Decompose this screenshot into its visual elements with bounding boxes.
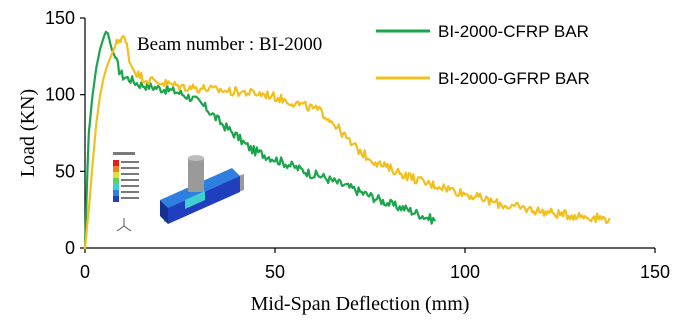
inset-colorbar-band (113, 160, 119, 166)
inset-colorbar-band (113, 184, 119, 190)
inset-colorbar-label (121, 161, 139, 163)
inset-caption (113, 152, 135, 155)
inset-colorbar-label (121, 179, 139, 181)
x-tick-label: 150 (640, 262, 670, 282)
inset-beam-stress (185, 191, 205, 209)
x-tick-label: 50 (265, 262, 285, 282)
series-line-2 (83, 35, 611, 250)
legend-label-2: BI-2000-GFRP BAR (438, 69, 590, 88)
legend-group: BI-2000-CFRP BAR BI-2000-GFRP BAR (376, 22, 590, 88)
y-tick-label: 150 (45, 8, 75, 28)
inset-colorbar-label (121, 191, 139, 193)
inset-triad-z (123, 225, 132, 232)
inset-colorbar-label (121, 173, 139, 175)
inset-colorbar-label (121, 185, 139, 187)
x-tick-label: 0 (80, 262, 90, 282)
series-group (83, 30, 611, 250)
beam-model-thumbnail-icon (113, 152, 244, 232)
annotation-group: Beam number : BI-2000 (137, 34, 322, 55)
inset-colorbar-label (121, 167, 139, 169)
inset-colorbar-band (113, 166, 119, 172)
y-axis-title: Load (KN) (17, 89, 39, 177)
ticks-group: 0 50 100 150 0 50 100 150 Mid-Span Deflection (m… (17, 8, 670, 315)
inset-colorbar-band (113, 172, 119, 178)
inset-colorbar-band (113, 190, 119, 196)
inset-triad-x (116, 225, 125, 232)
legend-label-1: BI-2000-CFRP BAR (438, 22, 589, 41)
inset-colorbar-band (113, 178, 119, 184)
beam-number-annotation: Beam number : BI-2000 (137, 34, 322, 55)
inset-colorbar-band (113, 196, 119, 202)
inset-colorbar-label (121, 197, 139, 199)
inset-load-cylinder (188, 158, 204, 192)
x-tick-label: 100 (450, 262, 480, 282)
y-tick-label: 50 (55, 161, 75, 181)
axes-group (84, 18, 655, 249)
y-tick-label: 0 (65, 238, 75, 258)
inset-load-cylinder-top (188, 155, 204, 161)
x-axis-title: Mid-Span Deflection (mm) (251, 293, 470, 315)
inset-beam-end (160, 200, 168, 224)
series-line-1 (83, 30, 436, 250)
y-tick-label: 100 (45, 85, 75, 105)
